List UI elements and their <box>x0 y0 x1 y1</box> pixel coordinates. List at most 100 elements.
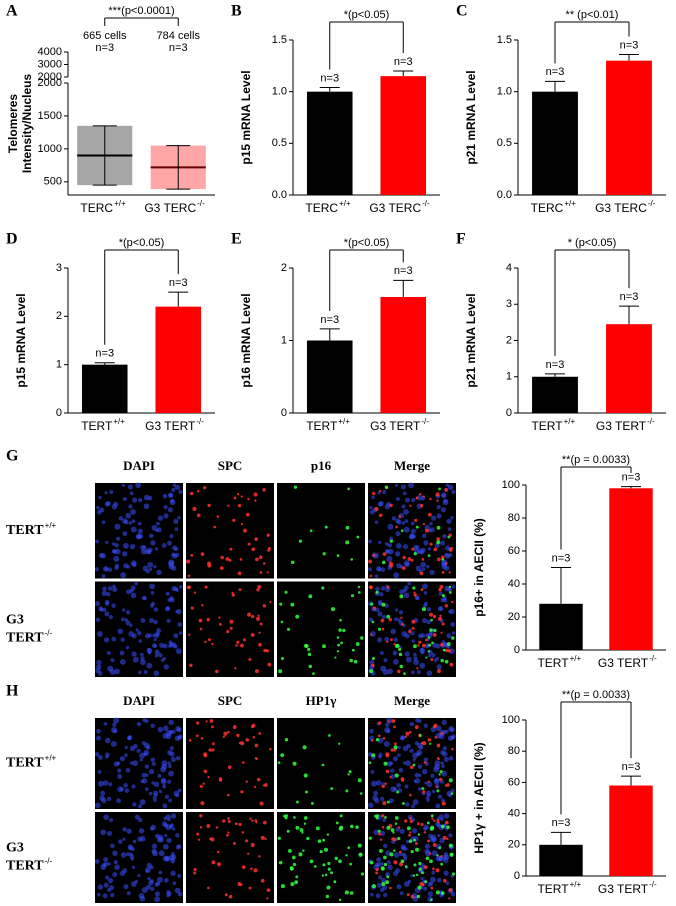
cell-signal <box>321 763 325 767</box>
cell-signal <box>197 489 200 493</box>
cell-signal <box>147 647 151 652</box>
cell-signal <box>245 839 249 843</box>
cell-signal <box>382 669 389 675</box>
cell-signal <box>425 656 428 659</box>
cell-signal <box>121 617 125 622</box>
cell-signal <box>424 880 428 884</box>
cell-signal <box>96 735 101 741</box>
cell-signal <box>392 756 399 762</box>
significance-label: *(p<0.05) <box>344 237 390 249</box>
cell-signal <box>284 737 289 742</box>
n-label: n=3 <box>95 348 114 360</box>
cell-signal <box>393 742 397 746</box>
cell-signal <box>392 658 399 665</box>
cell-signal <box>379 592 384 597</box>
cell-signal <box>419 881 424 887</box>
cell-signal <box>442 597 448 603</box>
cell-signal <box>129 543 136 550</box>
y-tick-label: 4000 <box>38 46 62 58</box>
cell-signal <box>398 862 404 867</box>
cell-signal <box>426 607 432 612</box>
y-axis-label: p21 mRNA Level <box>464 293 478 387</box>
cell-signal <box>418 867 422 871</box>
cell-signal <box>392 870 399 877</box>
cell-signal <box>141 887 148 893</box>
cell-signal <box>369 669 374 674</box>
cell-signal <box>147 633 153 638</box>
cell-signal <box>211 725 214 729</box>
cell-signal <box>157 837 163 843</box>
cell-signal <box>245 738 250 742</box>
cell-signal <box>436 537 441 541</box>
cell-signal <box>97 755 103 760</box>
cell-signal <box>259 622 263 626</box>
cell-signal <box>140 659 146 666</box>
cell-signal <box>111 504 118 510</box>
cell-signal <box>440 891 445 895</box>
cell-signal <box>174 547 179 551</box>
cell-signal <box>390 786 397 793</box>
cell-signal <box>441 801 446 806</box>
significance-label: *(p<0.05) <box>344 9 390 21</box>
cell-signal <box>385 722 390 727</box>
cell-signal <box>382 818 387 823</box>
cell-signal <box>190 553 194 557</box>
cell-signal <box>295 875 299 879</box>
cell-signal <box>376 637 383 643</box>
cell-signal <box>342 628 346 633</box>
cell-signal <box>103 857 109 863</box>
cell-signal <box>427 636 431 639</box>
cell-signal <box>436 525 441 530</box>
cell-signal <box>381 814 385 818</box>
cell-signal <box>206 617 210 622</box>
cell-signal <box>116 536 121 541</box>
cell-signal <box>384 485 389 489</box>
cell-signal <box>411 828 418 834</box>
cell-signal <box>154 547 159 551</box>
cell-signal <box>387 543 393 548</box>
cell-signal <box>384 727 391 734</box>
cell-signal <box>98 495 102 500</box>
cell-signal <box>280 657 285 661</box>
cell-signal <box>153 607 159 612</box>
cell-signal <box>391 837 395 841</box>
row-label: TERT <box>6 859 44 874</box>
cell-signal <box>132 802 137 807</box>
cell-signal <box>408 534 415 540</box>
x-tick-superscript: +/+ <box>570 880 582 889</box>
cell-signal <box>404 865 408 868</box>
cell-signal <box>309 529 313 533</box>
cell-signal <box>111 603 116 608</box>
cell-signal <box>169 746 174 751</box>
cell-signal <box>359 852 363 856</box>
cell-signal <box>103 814 109 820</box>
cell-signal <box>404 633 410 639</box>
cell-signal <box>101 520 106 525</box>
x-tick-superscript: -/- <box>196 417 204 426</box>
cell-signal <box>227 817 230 820</box>
cell-signal <box>388 548 394 555</box>
cell-signal <box>417 644 420 647</box>
cell-signal <box>283 814 287 818</box>
cell-signal <box>400 777 405 781</box>
cell-signal <box>422 495 425 498</box>
cell-signal <box>158 789 163 794</box>
cell-signal <box>374 506 379 512</box>
y-tick-label: 0.0 <box>272 189 287 201</box>
y-axis-label: HP1γ + in AECII (%) <box>472 742 486 853</box>
cell-signal <box>441 558 445 561</box>
cell-signal <box>433 778 440 785</box>
cell-signal <box>391 516 397 521</box>
cell-signal <box>129 745 136 752</box>
cell-signal <box>189 491 194 496</box>
y-axis-label: p21 mRNA Level <box>464 70 478 164</box>
cell-signal <box>250 614 255 619</box>
cell-signal <box>280 620 284 624</box>
micrograph <box>186 581 274 677</box>
cell-signal <box>126 828 132 834</box>
cell-signal <box>397 745 401 750</box>
cell-signal <box>144 787 149 791</box>
cell-signal <box>375 590 379 594</box>
cell-signal <box>438 846 442 850</box>
x-tick-label: TERC <box>80 201 113 215</box>
